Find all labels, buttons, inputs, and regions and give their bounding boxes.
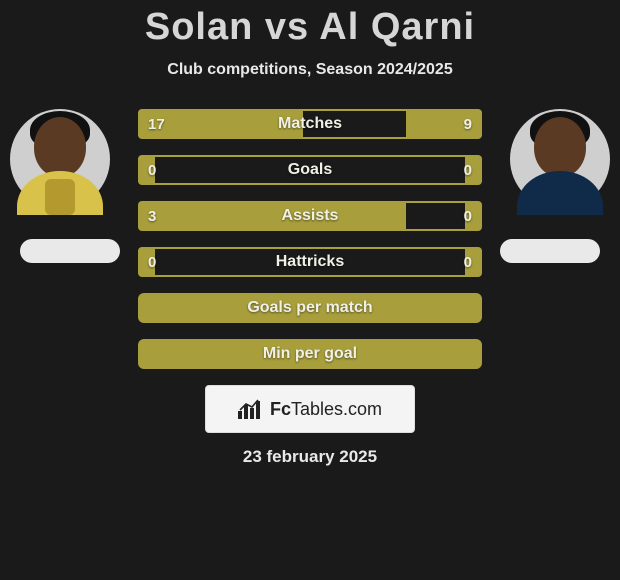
stat-row: 30Assists [138,201,482,231]
brand-bars-icon [238,399,264,419]
avatar-head [534,117,586,177]
avatar-head [34,117,86,177]
comparison-chart: 179Matches 00Goals 30Assists 00Hattricks Goa… [0,109,620,379]
page-title: Solan vs Al Qarni [0,0,620,49]
player-right-avatar [510,109,610,209]
stat-label: Min per goal [138,339,482,369]
player-left-country-chip [20,239,120,263]
brand-text: FcTables.com [270,399,382,420]
stat-label: Assists [138,201,482,231]
stat-rows: 179Matches 00Goals 30Assists 00Hattricks Goa… [138,109,482,385]
player-left-avatar [10,109,110,209]
stat-row: Goals per match [138,293,482,323]
brand-suffix: Tables.com [291,399,382,419]
avatar-body [17,171,103,215]
avatar-body [517,171,603,215]
stat-label: Goals [138,155,482,185]
brand-prefix: Fc [270,399,291,419]
stat-row: Min per goal [138,339,482,369]
footer-date: 23 february 2025 [0,447,620,467]
player-right-country-chip [500,239,600,263]
stat-label: Hattricks [138,247,482,277]
stat-row: 00Goals [138,155,482,185]
page-subtitle: Club competitions, Season 2024/2025 [0,61,620,79]
brand-badge: FcTables.com [205,385,415,433]
stat-row: 00Hattricks [138,247,482,277]
stat-label: Goals per match [138,293,482,323]
stat-row: 179Matches [138,109,482,139]
stat-label: Matches [138,109,482,139]
